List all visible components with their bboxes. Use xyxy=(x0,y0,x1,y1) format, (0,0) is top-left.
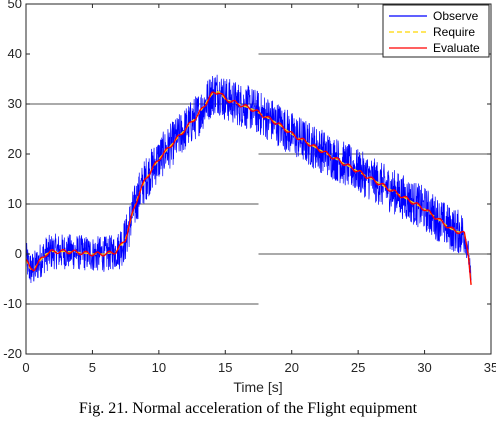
y-tick-label: 0 xyxy=(15,246,22,261)
x-tick-label: 0 xyxy=(22,360,29,375)
legend-label-evaluate: Evaluate xyxy=(433,41,480,55)
x-tick-label: 35 xyxy=(484,360,496,375)
y-tick-label: 20 xyxy=(8,146,22,161)
tick-layer: 0 5 10 15 20 25 30 35 -20 -10 0 10 20 30 40 50 xyxy=(3,0,496,375)
x-tick-label: 10 xyxy=(152,360,166,375)
y-tick-label: -10 xyxy=(3,296,22,311)
figure-caption: Fig. 21. Normal acceleration of the Flig… xyxy=(78,400,418,417)
x-tick-label: 5 xyxy=(89,360,96,375)
y-tick-label: 40 xyxy=(8,46,22,61)
series-line-evaluate xyxy=(25,91,472,286)
y-tick-label: 50 xyxy=(8,0,22,11)
y-tick-label: -20 xyxy=(3,346,22,361)
x-axis-label: Time [s] xyxy=(233,379,282,395)
series-line-observe xyxy=(25,74,472,283)
legend-label-observe: Observe xyxy=(433,9,479,23)
grid-layer xyxy=(26,53,491,305)
plot-frame xyxy=(25,3,492,355)
x-tick-label: 30 xyxy=(417,360,431,375)
x-tick-label: 15 xyxy=(218,360,232,375)
x-tick-label: 20 xyxy=(284,360,298,375)
y-tick-label: 10 xyxy=(8,196,22,211)
y-tick-label: 30 xyxy=(8,96,22,111)
legend-label-require: Require xyxy=(433,25,475,39)
legend: Observe Require Evaluate xyxy=(382,4,490,58)
series-layer xyxy=(25,74,472,286)
x-tick-label: 25 xyxy=(351,360,365,375)
